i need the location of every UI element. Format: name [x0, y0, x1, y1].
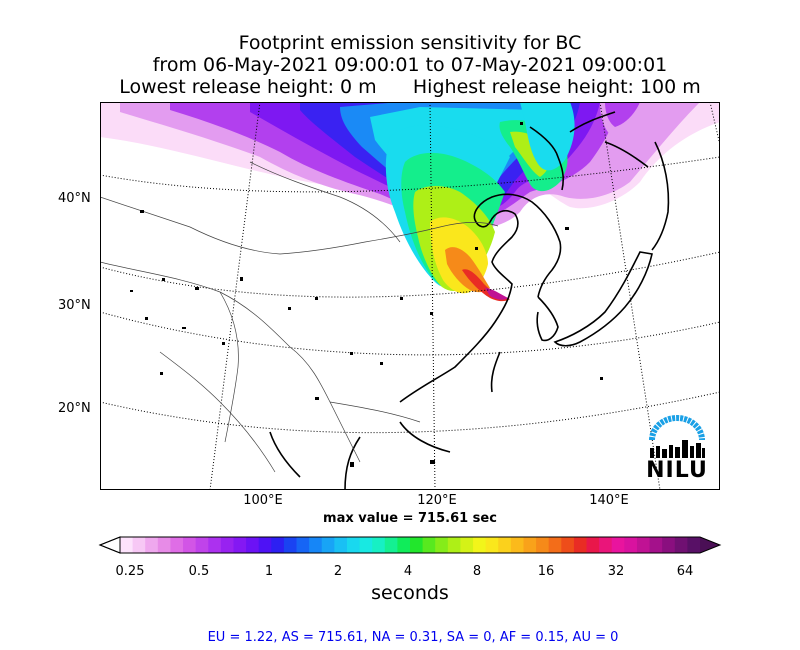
colorbar-frame [98, 536, 722, 554]
colorbar-bin [258, 537, 272, 553]
graticule [100, 102, 720, 490]
colorbar-bin [183, 537, 197, 553]
colorbar-max-extend [700, 537, 720, 553]
colorbar-bin [384, 537, 398, 553]
nilu-logo-text: NILU [646, 458, 708, 483]
lat-label-20n: 20°N [58, 401, 91, 416]
colorbar-bin [145, 537, 159, 553]
lon-label-140e: 140°E [589, 493, 629, 508]
colorbar-bin [473, 537, 487, 553]
nilu-logo: NILU [644, 412, 714, 484]
colorbar-bin [498, 537, 512, 553]
lon-label-100e: 100°E [243, 493, 283, 508]
colorbar-bin [397, 537, 411, 553]
colorbar-tick: 8 [472, 564, 482, 579]
colorbar-tick: 64 [676, 564, 694, 579]
colorbar-bin [132, 537, 146, 553]
colorbar-bin [220, 537, 234, 553]
colorbar-bin [195, 537, 209, 553]
colorbar-bin [157, 537, 171, 553]
footprint-plume [100, 102, 720, 302]
borders [100, 161, 499, 473]
region-stats: EU = 1.22, AS = 715.61, NA = 0.31, SA = … [207, 630, 619, 645]
colorbar-bin [485, 537, 499, 553]
colorbar-bin [233, 537, 247, 553]
islands [130, 122, 603, 467]
colorbar-bin [309, 537, 323, 553]
colorbar-bin [283, 537, 298, 553]
lat-label-30n: 30°N [58, 298, 91, 313]
colorbar-bin [523, 537, 537, 553]
colorbar-bin [372, 537, 386, 553]
colorbar-bin [447, 537, 461, 553]
colorbar-bin [170, 537, 184, 553]
colorbar-bin [536, 537, 550, 553]
colorbar-min-extend [98, 536, 121, 554]
colorbar-bin [573, 537, 588, 553]
colorbar-bin [321, 537, 335, 553]
footprint-map [100, 102, 720, 490]
coastlines [269, 111, 670, 490]
colorbar-bin [510, 537, 524, 553]
colorbar-bin [460, 537, 474, 553]
colorbar-tick: 4 [403, 564, 413, 579]
colorbar-bin [422, 537, 436, 553]
colorbar-bin [334, 537, 348, 553]
colorbar-bin [296, 537, 310, 553]
colorbar-tick: 32 [607, 564, 625, 579]
nilu-logo-icon [649, 415, 705, 458]
max-value: max value = 715.61 sec [323, 511, 497, 526]
colorbar-bin [561, 537, 575, 553]
colorbar-tick: 1 [264, 564, 274, 579]
lon-label-120e: 120°E [417, 493, 457, 508]
colorbar-bin [359, 537, 373, 553]
colorbar-bin [599, 537, 613, 553]
colorbar-bin [687, 537, 701, 553]
colorbar-bin [674, 537, 688, 553]
colorbar-bin [435, 537, 449, 553]
colorbar-tick: 2 [333, 564, 343, 579]
lat-label-40n: 40°N [58, 191, 91, 206]
colorbar-units: seconds [371, 582, 449, 604]
colorbar-tick: 16 [537, 564, 555, 579]
colorbar [98, 536, 722, 554]
release-heights: Lowest release height: 0 m Highest relea… [119, 76, 701, 98]
colorbar-bin [346, 537, 361, 553]
colorbar-bin [271, 537, 285, 553]
colorbar-bin [246, 537, 260, 553]
colorbar-bin [208, 537, 222, 553]
colorbar-tick: 0.25 [115, 564, 145, 579]
colorbar-bin [611, 537, 625, 553]
colorbar-bin [624, 537, 638, 553]
colorbar-tick: 0.5 [188, 564, 210, 579]
plot-period: from 06-May-2021 09:00:01 to 07-May-2021… [152, 54, 668, 76]
colorbar-bin [410, 537, 424, 553]
colorbar-bin [548, 537, 562, 553]
plot-title: Footprint emission sensitivity for BC [238, 32, 582, 54]
colorbar-bin [636, 537, 651, 553]
colorbar-bin [586, 537, 600, 553]
colorbar-bin [120, 537, 134, 553]
colorbar-bin [662, 537, 676, 553]
colorbar-bin [649, 537, 663, 553]
